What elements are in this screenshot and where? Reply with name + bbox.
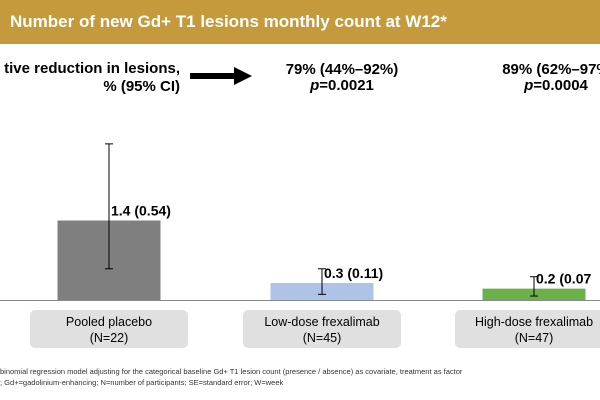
high-dose-p-value: p=0.0004 — [524, 77, 588, 94]
category-n: (N=47) — [514, 331, 554, 345]
low-dose-p-value: p=0.0021 — [310, 77, 374, 94]
relative-reduction-line2: % (95% CI) — [103, 78, 180, 95]
category-label: Low-dose frexalimab — [264, 315, 380, 329]
category-n: (N=22) — [89, 331, 129, 345]
data-label: 0.3 (0.11) — [324, 265, 383, 281]
footnote-line2: ; Gd+=gadolinium-enhancing; N=number of … — [0, 378, 284, 387]
relative-reduction-label: tive reduction in lesions, % (95% CI) — [4, 60, 180, 96]
category-label: Pooled placebo — [65, 315, 153, 329]
title-banner: Number of new Gd+ T1 lesions monthly cou… — [0, 0, 600, 44]
chart-title: Number of new Gd+ T1 lesions monthly cou… — [10, 12, 447, 31]
relative-reduction-line1: tive reduction in lesions, — [4, 60, 180, 77]
data-label: 1.4 (0.54) — [111, 203, 171, 219]
category-label: High-dose frexalimab — [474, 315, 594, 329]
high-dose-result: 89% (62%–97% p=0.0004 — [476, 62, 600, 94]
category-box-low-dose: Low-dose frexalimab (N=45) — [243, 310, 401, 348]
right-arrow-icon — [190, 67, 252, 85]
low-dose-reduction: 79% (44%–92%) — [285, 61, 399, 78]
category-n: (N=45) — [302, 331, 342, 345]
baseline-divider — [0, 300, 600, 301]
category-box-high-dose: High-dose frexalimab (N=47) — [455, 310, 600, 348]
data-label: 0.2 (0.07 — [536, 271, 591, 287]
footnote-line1: binomial regression model adjusting for … — [0, 367, 463, 376]
category-box-placebo: Pooled placebo (N=22) — [30, 310, 188, 348]
high-dose-reduction: 89% (62%–97% — [502, 61, 600, 78]
low-dose-result: 79% (44%–92%) p=0.0021 — [262, 62, 422, 94]
footnotes: binomial regression model adjusting for … — [0, 366, 462, 388]
